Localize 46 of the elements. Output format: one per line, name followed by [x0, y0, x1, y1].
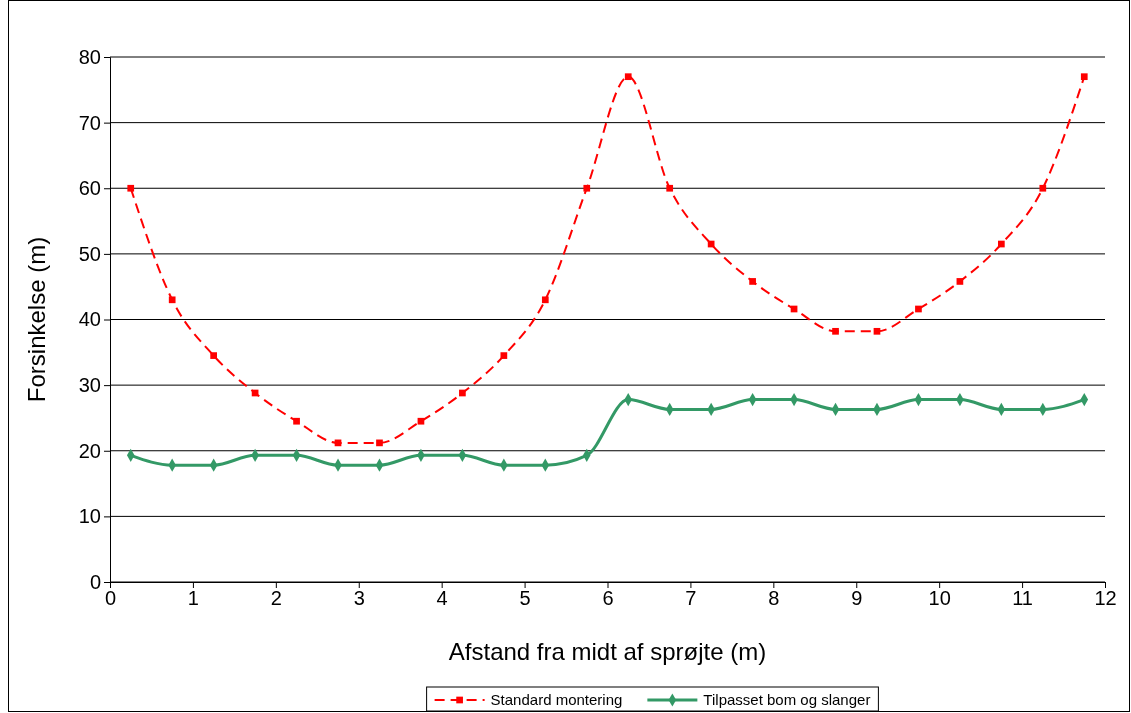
y-tick-label: 30	[78, 374, 101, 397]
point	[168, 296, 176, 304]
y-tick-label: 60	[78, 177, 101, 200]
x-tick-label: 11	[1012, 587, 1033, 610]
legend-label: Standard montering	[490, 691, 623, 708]
y-tick-label: 20	[78, 439, 101, 462]
y-tick-label: 70	[78, 111, 101, 134]
x-tick-label: 8	[768, 587, 780, 610]
point	[293, 417, 300, 425]
point	[417, 417, 425, 425]
point	[956, 278, 964, 285]
x-tick-label: 2	[270, 587, 282, 610]
y-axis-title: Forsinkelse (m)	[23, 236, 50, 403]
point	[1039, 184, 1047, 192]
x-tick-label: 12	[1094, 587, 1117, 610]
point	[666, 184, 674, 192]
legend-label: Tilpasset bom og slanger	[703, 691, 871, 708]
x-tick-label: 5	[519, 587, 531, 610]
y-tick-label: 80	[78, 45, 101, 68]
point	[915, 305, 922, 313]
x-tick-label: 10	[928, 587, 951, 610]
point	[873, 327, 881, 335]
point	[749, 278, 756, 285]
point	[832, 327, 839, 335]
y-tick-label: 10	[78, 505, 101, 528]
point	[459, 389, 466, 397]
y-tick-label: 0	[89, 570, 101, 593]
x-tick-label: 1	[187, 587, 199, 610]
x-tick-label: 9	[851, 587, 863, 610]
point	[127, 184, 135, 192]
y-tick-label: 40	[78, 308, 101, 331]
point	[210, 352, 217, 359]
x-tick-label: 3	[353, 587, 365, 610]
x-tick-label: 4	[436, 587, 448, 610]
y-tick-label: 50	[78, 242, 101, 265]
point	[376, 439, 383, 447]
point	[500, 352, 508, 359]
x-tick-label: 0	[104, 587, 117, 610]
x-tick-label: 7	[685, 587, 697, 610]
point	[998, 240, 1005, 248]
point	[624, 73, 632, 81]
point	[541, 296, 549, 304]
x-axis-title: Afstand fra midt af sprøjte (m)	[448, 638, 767, 665]
point	[583, 184, 591, 192]
point	[1080, 73, 1088, 81]
x-tick-label: 6	[602, 587, 614, 610]
